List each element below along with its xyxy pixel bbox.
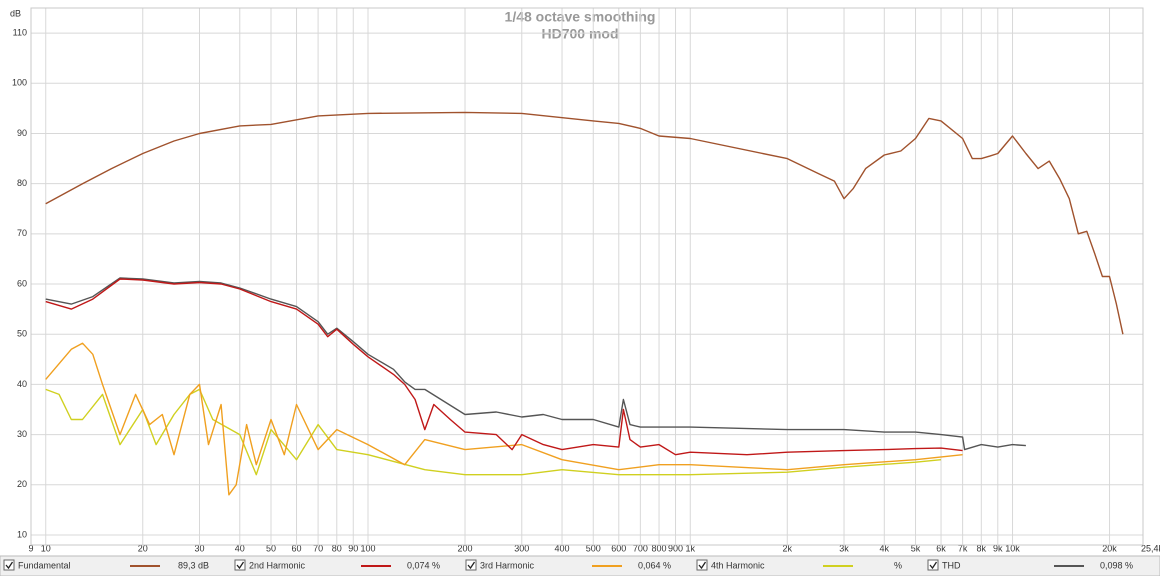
x-tick-label: 700 [633, 543, 648, 553]
x-tick-label: 10 [41, 543, 51, 553]
y-tick-label: 110 [13, 27, 27, 37]
legend-item[interactable]: THD 0,098 % [927, 559, 1133, 571]
legend-item[interactable]: 3rd Harmonic 0,064 % [465, 559, 671, 571]
legend-item[interactable]: Fundamental 89,3 dB [3, 559, 209, 571]
y-tick-label: 100 [12, 78, 27, 88]
x-tick-label: 20k [1102, 543, 1117, 553]
x-tick-label: 90 [348, 543, 358, 553]
legend-label: Fundamental [18, 560, 71, 570]
y-tick-label: 10 [17, 529, 27, 539]
series-line [45, 342, 963, 496]
series-line [45, 277, 1026, 451]
chart-title: 1/48 octave smoothing [505, 9, 656, 25]
x-tick-label: 2k [783, 543, 793, 553]
legend-label: 2nd Harmonic [249, 560, 306, 570]
legend-label: 4th Harmonic [711, 560, 765, 570]
y-tick-label: 30 [17, 429, 27, 439]
x-tick-label: 5k [911, 543, 921, 553]
checkmark [5, 561, 14, 570]
x-tick-label: 80 [332, 543, 342, 553]
checkmark [929, 561, 938, 570]
x-tick-label: 4k [880, 543, 890, 553]
series-line [45, 111, 1124, 335]
legend-reading: 0,074 % [407, 560, 440, 570]
legend-reading: 89,3 dB [178, 560, 209, 570]
x-tick-label: 9 [28, 543, 33, 553]
legend-label: THD [942, 560, 961, 570]
series-line [45, 388, 942, 476]
x-tick-label: 50 [266, 543, 276, 553]
x-tick-label: 200 [458, 543, 473, 553]
legend-checkbox[interactable] [927, 559, 939, 571]
y-tick-label: 60 [17, 278, 27, 288]
y-tick-label: 20 [17, 479, 27, 489]
series-line [45, 278, 963, 456]
legend-checkbox[interactable] [3, 559, 15, 571]
y-axis-label: dB [10, 8, 21, 18]
chart-subtitle: HD700 mod [541, 26, 618, 42]
legend-reading: 0,064 % [638, 560, 671, 570]
y-tick-label: 50 [17, 329, 27, 339]
legend-checkbox[interactable] [234, 559, 246, 571]
x-tick-label: 300 [514, 543, 529, 553]
x-tick-label: 30 [194, 543, 204, 553]
x-tick-label: 25,4k Hz [1141, 543, 1160, 553]
y-tick-label: 80 [17, 178, 27, 188]
legend-item[interactable]: 4th Harmonic% [696, 559, 902, 571]
legend-item[interactable]: 2nd Harmonic 0,074 % [234, 559, 440, 571]
x-tick-label: 400 [555, 543, 570, 553]
checkmark [467, 561, 476, 570]
legend-label: 3rd Harmonic [480, 560, 535, 570]
legend-checkbox[interactable] [696, 559, 708, 571]
legend-reading: % [894, 560, 902, 570]
legend-bar [0, 555, 1160, 577]
x-tick-label: 7k [958, 543, 968, 553]
plot-border [30, 7, 1144, 546]
x-tick-label: 70 [313, 543, 323, 553]
x-tick-label: 3k [839, 543, 849, 553]
x-tick-label: 100 [360, 543, 375, 553]
legend-reading: 0,098 % [1100, 560, 1133, 570]
x-tick-label: 10k [1005, 543, 1020, 553]
y-tick-label: 90 [17, 128, 27, 138]
x-tick-label: 6k [936, 543, 946, 553]
x-tick-label: 60 [292, 543, 302, 553]
x-tick-label: 1k [686, 543, 696, 553]
x-tick-label: 40 [235, 543, 245, 553]
x-tick-label: 900 [668, 543, 683, 553]
checkmark [236, 561, 245, 570]
legend-checkbox[interactable] [465, 559, 477, 571]
x-tick-label: 600 [611, 543, 626, 553]
x-tick-label: 20 [138, 543, 148, 553]
x-tick-label: 8k [977, 543, 987, 553]
x-tick-label: 9k [993, 543, 1003, 553]
y-tick-label: 40 [17, 379, 27, 389]
checkmark [698, 561, 707, 570]
x-tick-label: 800 [652, 543, 667, 553]
y-tick-label: 70 [17, 228, 27, 238]
x-tick-label: 500 [586, 543, 601, 553]
